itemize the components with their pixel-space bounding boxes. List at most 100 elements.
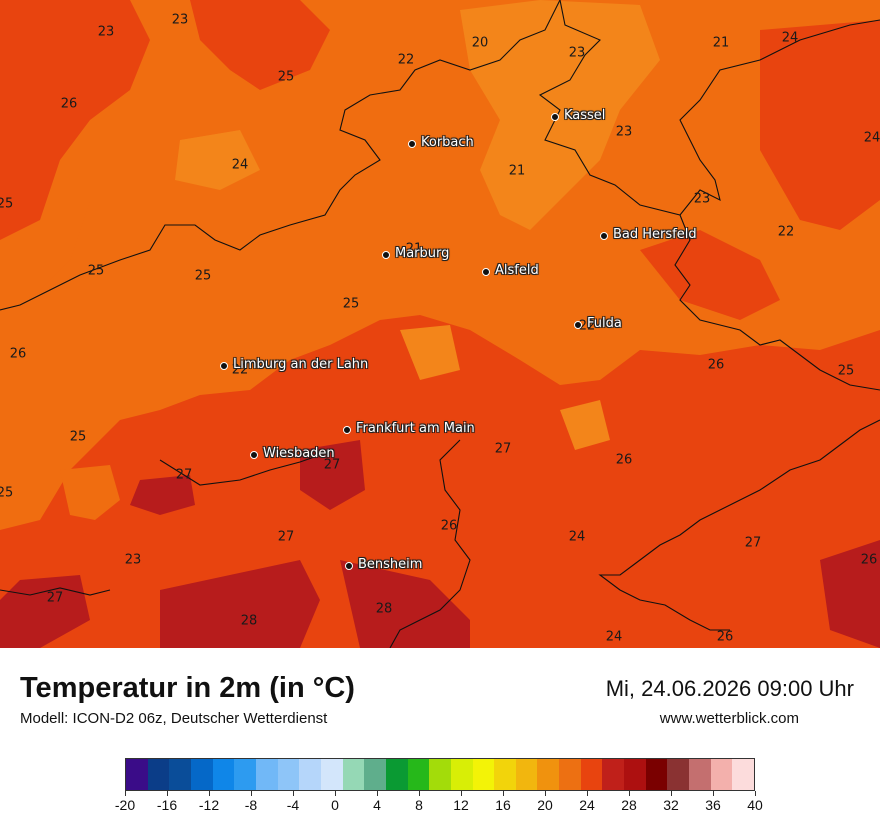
- zone-24-26-nw: [0, 0, 150, 240]
- temp-label: 27: [494, 441, 512, 457]
- legend-tick-mark: [460, 791, 462, 796]
- legend-color-segment: [537, 759, 560, 790]
- zone-24-26-e: [640, 230, 780, 320]
- city-marker-icon: [574, 321, 582, 329]
- legend-color-segment: [385, 759, 408, 790]
- temp-label: 25: [837, 363, 855, 379]
- temp-label: 25: [194, 268, 212, 284]
- legend-tick-label: 36: [705, 797, 721, 813]
- website-link[interactable]: www.wetterblick.com: [659, 710, 799, 727]
- city-label: Korbach: [421, 135, 474, 150]
- temp-label: 28: [375, 601, 393, 617]
- legend-tick: -16: [147, 791, 187, 813]
- legend-tick-mark: [670, 791, 672, 796]
- temp-label: 23: [171, 12, 189, 28]
- legend-color-segment: [472, 759, 495, 790]
- legend-color-segment: [559, 759, 581, 790]
- legend-color-segment: [255, 759, 278, 790]
- zone-26-28-b: [130, 475, 195, 515]
- legend-tick: -12: [189, 791, 229, 813]
- legend-color-segment: [602, 759, 625, 790]
- temp-label: 28: [240, 613, 258, 629]
- temp-label: 25: [0, 196, 14, 212]
- legend-tick: 40: [735, 791, 775, 813]
- legend-color-segment: [515, 759, 538, 790]
- zone-26-28-d: [340, 560, 470, 648]
- legend-tick: 24: [567, 791, 607, 813]
- legend-color-segment: [407, 759, 430, 790]
- city-label: Alsfeld: [495, 263, 539, 278]
- legend-color-segment: [190, 759, 213, 790]
- legend-color-segment: [299, 759, 321, 790]
- legend-tick-label: -16: [156, 797, 178, 813]
- temp-label: 24: [568, 529, 586, 545]
- temperature-map: 23 23 26 25 22 20 23 21 24 24 24 23 25 2…: [0, 0, 880, 648]
- city-marker-icon: [382, 251, 390, 259]
- legend-color-segment: [580, 759, 603, 790]
- legend-color-segment: [732, 759, 755, 790]
- city-marker-icon: [600, 232, 608, 240]
- temp-label: 22: [231, 362, 249, 378]
- legend-color-segment: [429, 759, 451, 790]
- legend-color-segment: [169, 759, 191, 790]
- city-marker-icon: [220, 362, 228, 370]
- legend-color-segment: [689, 759, 711, 790]
- legend-tick-label: -8: [244, 797, 258, 813]
- legend-color-segment: [667, 759, 690, 790]
- temp-label: 27: [46, 590, 64, 606]
- zone-20-22-b: [175, 130, 260, 190]
- legend-color-segment: [450, 759, 473, 790]
- city-label: Wiesbaden: [263, 446, 335, 461]
- legend-tick-label: 16: [495, 797, 511, 813]
- legend-tick: -4: [273, 791, 313, 813]
- legend-tick-label: -20: [114, 797, 136, 813]
- temp-label: 27: [277, 529, 295, 545]
- legend-tick-mark: [166, 791, 168, 796]
- zone-24-26-n: [190, 0, 330, 90]
- legend-tick-mark: [250, 791, 252, 796]
- legend-tick-mark: [124, 791, 126, 796]
- temp-label: 23: [124, 552, 142, 568]
- temp-label: 23: [693, 191, 711, 207]
- temp-label: 26: [860, 552, 878, 568]
- temp-label: 27: [323, 457, 341, 473]
- temp-label: 27: [744, 535, 762, 551]
- color-legend-bar: [125, 758, 755, 791]
- temp-label: 21: [712, 35, 730, 51]
- legend-tick: 12: [441, 791, 481, 813]
- legend-tick-mark: [334, 791, 336, 796]
- legend-tick-label: 32: [663, 797, 679, 813]
- zone-20-22-c: [400, 325, 460, 380]
- model-info: Modell: ICON-D2 06z, Deutscher Wetterdie…: [20, 710, 328, 727]
- temp-label: 21: [508, 163, 526, 179]
- legend-tick: 32: [651, 791, 691, 813]
- legend-tick-label: 24: [579, 797, 595, 813]
- zone-26-28-f: [820, 540, 880, 648]
- temp-label: 22: [397, 52, 415, 68]
- legend-tick-label: 28: [621, 797, 637, 813]
- city-label: Frankfurt am Main: [356, 421, 475, 436]
- legend-tick: 36: [693, 791, 733, 813]
- city-marker-icon: [408, 140, 416, 148]
- temp-label: 26: [707, 357, 725, 373]
- legend-tick-mark: [418, 791, 420, 796]
- legend-tick-mark: [544, 791, 546, 796]
- legend-tick: 4: [357, 791, 397, 813]
- legend-color-segment: [624, 759, 646, 790]
- legend-color-segment: [277, 759, 300, 790]
- legend-color-segment: [710, 759, 733, 790]
- legend-tick-mark: [754, 791, 756, 796]
- temp-label: 25: [69, 429, 87, 445]
- temp-label: 20: [471, 35, 489, 51]
- city-label: Limburg an der Lahn: [233, 357, 369, 372]
- legend-tick: 8: [399, 791, 439, 813]
- temp-label: 26: [60, 96, 78, 112]
- temp-label: 26: [440, 518, 458, 534]
- temp-label: 23: [568, 45, 586, 61]
- legend-tick-mark: [586, 791, 588, 796]
- temp-label: 24: [781, 30, 799, 46]
- legend-tick: 16: [483, 791, 523, 813]
- zone-22-24-sw: [60, 465, 120, 520]
- temp-label: 21: [405, 241, 423, 257]
- temp-label: 25: [87, 263, 105, 279]
